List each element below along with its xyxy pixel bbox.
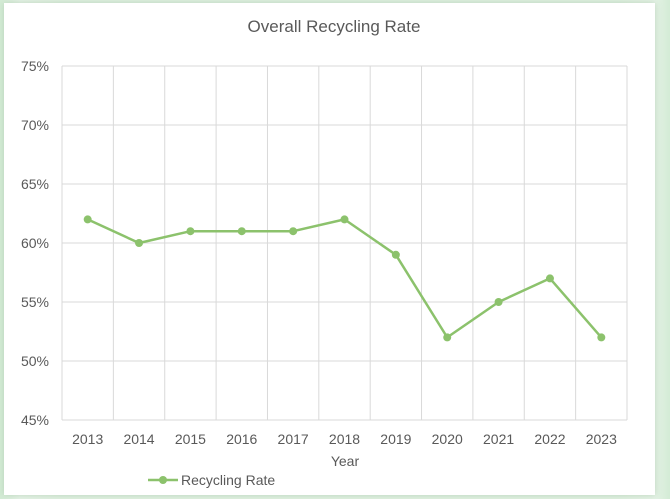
x-tick-label: 2013 <box>72 431 103 447</box>
y-tick-label: 65% <box>21 176 49 192</box>
data-point[interactable] <box>494 298 503 306</box>
x-tick-label: 2014 <box>123 431 154 447</box>
data-point[interactable] <box>83 215 92 224</box>
legend-label: Recycling Rate <box>181 472 275 488</box>
x-tick-label: 2015 <box>175 431 206 447</box>
x-tick-label: 2021 <box>483 431 514 447</box>
x-tick-label: 2017 <box>278 431 309 447</box>
y-tick-label: 70% <box>21 117 49 133</box>
x-tick-label: 2019 <box>380 431 411 447</box>
chart-title: Overall Recycling Rate <box>248 17 421 36</box>
series-recycling-rate <box>83 215 606 342</box>
x-tick-label: 2022 <box>534 431 565 447</box>
y-axis-ticks: 75% 70% 65% 60% 55% 50% 45% <box>21 58 49 428</box>
data-point[interactable] <box>135 239 144 247</box>
data-point[interactable] <box>186 227 195 236</box>
legend-point-marker <box>159 476 167 484</box>
data-point[interactable] <box>391 250 400 259</box>
y-tick-label: 55% <box>21 294 49 310</box>
data-point[interactable] <box>597 333 606 342</box>
y-tick-label: 45% <box>21 412 49 428</box>
x-tick-label: 2018 <box>329 431 360 447</box>
y-tick-label: 60% <box>21 235 49 251</box>
grid-lines <box>61 65 628 421</box>
x-axis-ticks: 2013 2014 2015 2016 2017 2018 2019 2020 2021 2022… <box>72 431 617 447</box>
legend[interactable]: Recycling Rate <box>148 472 275 488</box>
data-point[interactable] <box>443 333 452 342</box>
y-tick-label: 75% <box>21 58 49 74</box>
x-tick-label: 2020 <box>432 431 463 447</box>
data-point[interactable] <box>545 274 554 283</box>
x-tick-label: 2016 <box>226 431 257 447</box>
chart-card <box>4 3 655 495</box>
data-point[interactable] <box>237 227 246 236</box>
data-point[interactable] <box>289 227 298 236</box>
y-tick-label: 50% <box>21 353 49 369</box>
data-point[interactable] <box>340 215 349 224</box>
x-tick-label: 2023 <box>586 431 617 447</box>
x-axis-label: Year <box>331 453 360 469</box>
